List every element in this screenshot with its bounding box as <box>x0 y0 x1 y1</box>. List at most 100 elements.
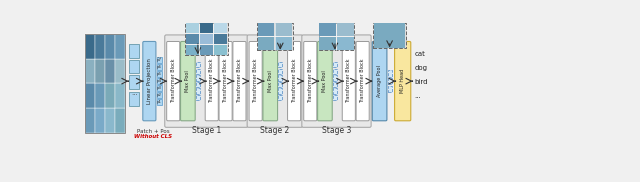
Bar <box>129 60 140 73</box>
Bar <box>115 83 125 108</box>
Text: Linear Projection: Linear Projection <box>147 58 152 104</box>
Bar <box>374 23 405 48</box>
Bar <box>337 23 354 36</box>
Bar <box>95 83 105 108</box>
Bar <box>196 69 200 74</box>
FancyBboxPatch shape <box>342 41 355 121</box>
Bar <box>200 34 213 44</box>
Bar <box>84 83 95 108</box>
Bar <box>157 64 162 70</box>
Bar <box>157 99 162 105</box>
Text: Transformer Block: Transformer Block <box>237 59 242 103</box>
FancyBboxPatch shape <box>372 41 387 121</box>
Bar <box>186 23 199 33</box>
Bar <box>196 62 200 68</box>
FancyBboxPatch shape <box>219 41 232 121</box>
Bar <box>333 75 337 81</box>
Bar <box>95 34 105 59</box>
Bar <box>129 44 140 58</box>
FancyBboxPatch shape <box>249 41 262 121</box>
Bar <box>186 45 199 55</box>
Bar <box>129 92 140 106</box>
Bar <box>129 75 140 89</box>
Bar <box>185 23 227 55</box>
Bar <box>196 95 200 100</box>
Bar <box>105 34 115 59</box>
Bar <box>278 62 282 68</box>
Bar <box>95 59 105 83</box>
Bar <box>333 69 337 74</box>
Text: p5: p5 <box>157 72 162 76</box>
FancyBboxPatch shape <box>356 41 369 121</box>
Bar <box>275 37 292 50</box>
Bar <box>200 23 213 33</box>
FancyBboxPatch shape <box>302 35 371 127</box>
Bar <box>84 108 95 133</box>
Bar <box>278 82 282 87</box>
Bar <box>214 34 227 44</box>
FancyBboxPatch shape <box>304 41 317 121</box>
Bar <box>157 57 162 63</box>
Bar <box>319 23 354 50</box>
Text: Stage 3: Stage 3 <box>322 126 351 135</box>
Bar <box>333 82 337 87</box>
Text: Stage 1: Stage 1 <box>192 126 221 135</box>
Bar <box>337 37 354 50</box>
Bar <box>95 108 105 133</box>
Bar <box>333 88 337 94</box>
Bar <box>275 23 292 36</box>
FancyBboxPatch shape <box>164 35 248 127</box>
Text: Transformer Block: Transformer Block <box>209 59 214 103</box>
Text: Transformer Block: Transformer Block <box>346 59 351 103</box>
Text: Max Pool: Max Pool <box>323 70 328 92</box>
Bar <box>157 92 162 98</box>
Text: Transformer Block: Transformer Block <box>171 59 176 103</box>
Bar <box>214 23 227 33</box>
Bar <box>186 34 199 44</box>
FancyBboxPatch shape <box>263 41 278 121</box>
FancyBboxPatch shape <box>287 41 301 121</box>
Bar <box>157 85 162 91</box>
Bar <box>105 108 115 133</box>
Text: Transformer Block: Transformer Block <box>292 59 296 103</box>
Text: MLP Head: MLP Head <box>400 69 405 93</box>
FancyBboxPatch shape <box>166 41 180 121</box>
Bar <box>84 34 95 59</box>
FancyBboxPatch shape <box>233 41 246 121</box>
Bar <box>388 70 392 76</box>
Bar <box>196 82 200 87</box>
FancyBboxPatch shape <box>143 41 156 121</box>
Text: bird: bird <box>414 79 428 85</box>
Text: Transformer Block: Transformer Block <box>253 59 258 103</box>
Bar <box>157 78 162 84</box>
Text: dog: dog <box>414 65 428 71</box>
Bar <box>319 37 336 50</box>
Bar <box>257 23 292 50</box>
Bar <box>278 95 282 100</box>
Text: Stage 2: Stage 2 <box>260 126 289 135</box>
Text: Patch + Pos: Patch + Pos <box>137 129 170 134</box>
Bar <box>278 69 282 74</box>
Bar <box>257 23 275 36</box>
FancyBboxPatch shape <box>247 35 303 127</box>
Bar <box>84 34 125 133</box>
Bar <box>105 59 115 83</box>
Bar <box>388 86 392 92</box>
Bar <box>115 34 125 59</box>
Bar <box>333 95 337 100</box>
Bar <box>319 23 336 36</box>
Bar <box>157 71 162 77</box>
Bar <box>196 75 200 81</box>
Bar <box>200 45 213 55</box>
Text: Transformer Block: Transformer Block <box>360 59 365 103</box>
Text: p4: p4 <box>157 79 162 83</box>
Bar <box>214 45 227 55</box>
Text: Without CLS: Without CLS <box>134 134 172 139</box>
Text: p7: p7 <box>157 58 162 62</box>
Text: ...: ... <box>157 54 162 59</box>
Bar <box>278 88 282 94</box>
Text: Transformer Block: Transformer Block <box>223 59 228 103</box>
Bar <box>388 78 392 84</box>
Bar <box>115 108 125 133</box>
Text: p1: p1 <box>157 100 162 104</box>
